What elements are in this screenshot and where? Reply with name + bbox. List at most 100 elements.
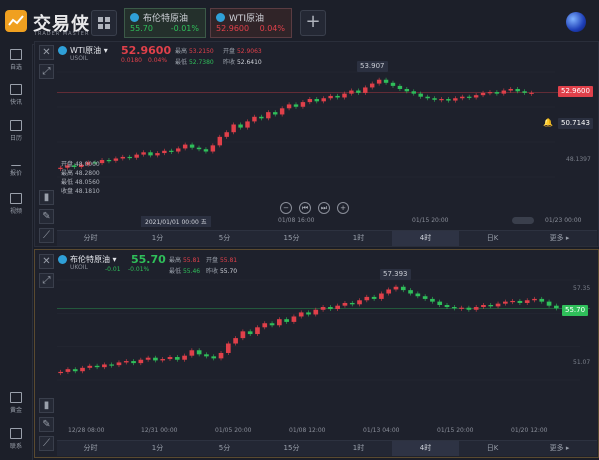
- candle: [397, 83, 403, 91]
- stat-high: 最高 55.81: [169, 257, 201, 264]
- panel-wti-change-abs: 0.0180: [121, 57, 142, 64]
- candle: [432, 96, 437, 102]
- tf-15m[interactable]: 15分: [283, 234, 300, 242]
- tf-tick[interactable]: 分时: [83, 444, 98, 452]
- tab-brent[interactable]: 布伦特原油 55.70 -0.01%: [124, 8, 206, 38]
- candle: [153, 355, 158, 363]
- tf-5m[interactable]: 5分: [218, 234, 231, 242]
- stat-open: 开盘 52.9063: [223, 48, 262, 55]
- candle: [314, 97, 319, 104]
- zoom-in-button[interactable]: +: [337, 202, 349, 214]
- sidebar-item-watchlist[interactable]: 自选: [0, 49, 32, 71]
- panel-brent-symbol: UKOIL: [70, 264, 88, 271]
- candle: [328, 305, 333, 312]
- candle: [145, 355, 151, 362]
- tf-15m[interactable]: 15分: [283, 444, 300, 452]
- candle: [466, 94, 472, 100]
- candle: [529, 90, 534, 96]
- tf-more[interactable]: 更多 ▸: [549, 444, 570, 452]
- candle: [300, 100, 306, 109]
- sidebar-item-contact[interactable]: 联系: [0, 428, 32, 450]
- brent-candlestick-chart[interactable]: [35, 250, 598, 457]
- candle: [320, 305, 326, 312]
- close-icon: ✕: [42, 47, 51, 58]
- candle: [364, 294, 370, 303]
- history-open: 开盘 48.0000: [61, 161, 100, 168]
- candle: [169, 148, 174, 154]
- candle: [460, 94, 465, 101]
- sidebar-item-news[interactable]: 快讯: [0, 84, 32, 106]
- candle: [393, 284, 399, 292]
- tf-4h[interactable]: 4时: [392, 441, 459, 456]
- indicator-button[interactable]: ▮: [39, 190, 54, 205]
- sidebar-item-quote[interactable]: 报价: [0, 156, 32, 177]
- history-low: 最低 48.0560: [61, 179, 100, 186]
- sidebar-item-video[interactable]: 视频: [0, 193, 32, 215]
- tf-1m[interactable]: 1分: [151, 234, 164, 242]
- candle: [87, 363, 93, 370]
- alert-bell-icon[interactable]: 🔔: [543, 118, 553, 127]
- tf-1h[interactable]: 1时: [352, 234, 365, 242]
- grid-layout-button[interactable]: [91, 10, 117, 36]
- candle: [508, 86, 513, 93]
- candle: [459, 305, 464, 311]
- draw-tool-button[interactable]: ✎: [39, 209, 54, 224]
- candle: [307, 97, 313, 105]
- scroll-end-button[interactable]: ⏭: [318, 202, 330, 214]
- candle: [306, 310, 311, 317]
- close-icon: ✕: [42, 256, 51, 267]
- draw-tool-button[interactable]: ✎: [39, 417, 54, 432]
- candle: [342, 91, 347, 100]
- expand-panel-button[interactable]: ⤢: [39, 64, 54, 79]
- candle: [501, 88, 507, 96]
- candle: [72, 163, 77, 169]
- sidebar-item-calendar[interactable]: 日历: [0, 120, 32, 142]
- line-tool-button[interactable]: ⟋: [39, 436, 54, 451]
- close-panel-button[interactable]: ✕: [39, 45, 54, 60]
- candle: [277, 317, 282, 328]
- candle: [430, 296, 435, 304]
- bar-chart-icon: ▮: [43, 400, 50, 411]
- tf-5m[interactable]: 5分: [218, 444, 231, 452]
- candle: [383, 77, 389, 85]
- candle: [182, 353, 187, 362]
- close-panel-button[interactable]: ✕: [39, 254, 54, 269]
- expand-panel-button[interactable]: ⤢: [39, 273, 54, 288]
- candle: [218, 350, 224, 361]
- globe-icon[interactable]: [566, 12, 586, 32]
- stat-prev-close: 昨收 52.6410: [223, 59, 262, 66]
- zoom-out-button[interactable]: −: [280, 202, 292, 214]
- range-slider[interactable]: [512, 217, 534, 224]
- candle: [473, 305, 479, 312]
- tab-brent-change: -0.01%: [170, 24, 199, 33]
- oil-icon: [216, 13, 225, 22]
- candle: [453, 96, 458, 103]
- tf-1m[interactable]: 1分: [151, 444, 164, 452]
- candle: [342, 300, 348, 308]
- scroll-start-button[interactable]: ⏮: [299, 202, 311, 214]
- tf-more[interactable]: 更多 ▸: [549, 234, 570, 242]
- panel-wti-name[interactable]: WTI原油 ▾: [70, 46, 108, 55]
- tf-daily[interactable]: 日K: [486, 444, 499, 452]
- wti-candlestick-chart[interactable]: [35, 42, 598, 246]
- add-tab-button[interactable]: +: [300, 10, 326, 36]
- candle: [94, 363, 100, 370]
- stat-low: 最低 55.46: [169, 268, 201, 275]
- indicator-button[interactable]: ▮: [39, 398, 54, 413]
- candle: [245, 119, 250, 130]
- tf-daily[interactable]: 日K: [486, 234, 499, 242]
- candle: [495, 301, 501, 309]
- current-price-tag: 55.70: [562, 305, 589, 316]
- gold-icon: [10, 392, 22, 403]
- current-price-tag: 52.9600: [558, 86, 593, 97]
- peak-price-label: 53.907: [357, 61, 388, 72]
- candle: [196, 145, 202, 152]
- tf-4h[interactable]: 4时: [392, 231, 459, 246]
- tab-wti[interactable]: WTI原油 52.9600 0.04%: [210, 8, 292, 38]
- panel-brent-name[interactable]: 布伦特原油 ▾: [70, 255, 117, 264]
- tf-tick[interactable]: 分时: [83, 234, 98, 242]
- line-tool-button[interactable]: ⟋: [39, 228, 54, 243]
- y-axis-label: 57.35: [573, 285, 591, 292]
- tf-1h[interactable]: 1时: [352, 444, 365, 452]
- sidebar-item-gold[interactable]: 黄金: [0, 392, 32, 414]
